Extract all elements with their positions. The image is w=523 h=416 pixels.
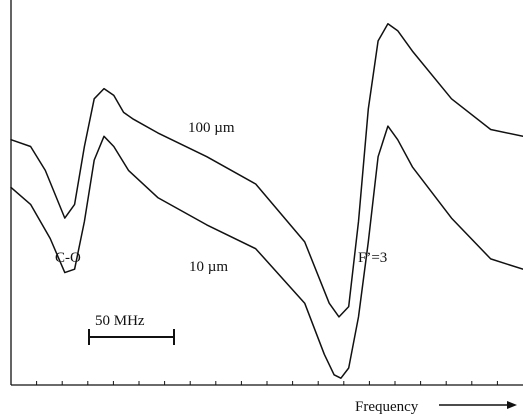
x-axis-arrow-head	[507, 401, 517, 409]
label-c-o: C-O	[55, 250, 81, 266]
label-100-um: 100 µm	[188, 120, 235, 136]
series-line-10-um	[10, 125, 523, 379]
series-line-100-um	[10, 23, 523, 318]
label-10-um: 10 µm	[189, 259, 228, 275]
x-axis-label: Frequency	[355, 399, 419, 415]
chart-annotations: 100 µm 10 µm C-O F’=3 50 MHz	[55, 120, 387, 345]
scale-bar-label: 50 MHz	[95, 313, 145, 329]
label-f-prime-3: F’=3	[358, 250, 387, 266]
chart-frame	[10, 0, 523, 386]
x-axis-label-group: Frequency	[355, 399, 517, 415]
x-axis-ticks	[36, 381, 498, 385]
chart-series	[10, 23, 523, 379]
